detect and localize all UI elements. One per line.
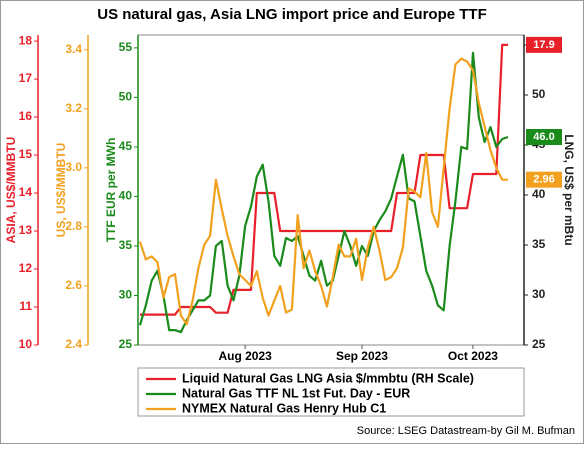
y-tick-label: 45 (119, 139, 133, 153)
end-badge (526, 129, 562, 146)
legend-label: Liquid Natural Gas LNG Asia $/mmbtu (RH … (182, 371, 474, 385)
y-tick-label: 17 (19, 71, 33, 85)
end-badge (526, 36, 562, 53)
series-line (138, 51, 509, 334)
y-tick-label: 15 (19, 147, 33, 161)
y-tick-label: 14 (19, 185, 33, 199)
y-tick-label: 18 (19, 33, 33, 47)
source-note: Source: LSEG Datastream-by Gil M. Bufman (357, 425, 575, 437)
y-tick-label: 10 (19, 337, 33, 351)
y-tick-label: 40 (532, 187, 546, 201)
axis-title: LNG, US$ per mBtu (562, 134, 576, 245)
y-tick-label: 55 (119, 40, 133, 54)
legend-box (137, 367, 525, 417)
y-tick-label: 50 (532, 87, 546, 101)
y-tick-label: 16 (19, 109, 33, 123)
y-tick-label: 30 (119, 288, 133, 302)
x-tick-label: Sep 2023 (336, 349, 388, 363)
series-line (138, 57, 508, 326)
legend-label: NYMEX Natural Gas Henry Hub C1 (182, 401, 386, 415)
y-tick-label: 25 (532, 337, 546, 351)
end-label: 17.9 (533, 39, 554, 51)
y-tick-label: 2.4 (65, 337, 82, 351)
end-badge (526, 171, 562, 188)
y-tick-label: 11 (19, 299, 32, 313)
y-tick-label: 3.4 (65, 42, 82, 56)
axis-title: US, US$/MMBTU (54, 143, 68, 238)
chart-title: US natural gas, Asia LNG import price an… (97, 6, 487, 23)
y-tick-label: 40 (119, 189, 133, 203)
series-line (140, 43, 508, 316)
x-tick-label: Oct 2023 (448, 349, 498, 363)
y-tick-label: 2.6 (65, 278, 82, 292)
end-label: 46.0 (533, 131, 554, 143)
y-tick-label: 25 (119, 337, 133, 351)
y-tick-label: 50 (119, 90, 133, 104)
y-tick-label: 3.2 (65, 101, 82, 115)
y-tick-label: 30 (532, 287, 546, 301)
axis-title: ASIA, US$/MMBTU (4, 137, 18, 244)
y-tick-label: 35 (119, 238, 133, 252)
y-tick-label: 35 (532, 237, 546, 251)
x-tick-label: Aug 2023 (218, 349, 272, 363)
legend-label: Natural Gas TTF NL 1st Fut. Day - EUR (182, 386, 410, 400)
y-tick-label: 12 (19, 261, 33, 275)
axis-title: TTF EUR per MWh (104, 138, 118, 243)
y-tick-label: 2.8 (65, 219, 82, 233)
end-label: 2.96 (533, 174, 554, 186)
y-tick-label: 3.0 (65, 160, 82, 174)
y-tick-label: 13 (19, 223, 33, 237)
